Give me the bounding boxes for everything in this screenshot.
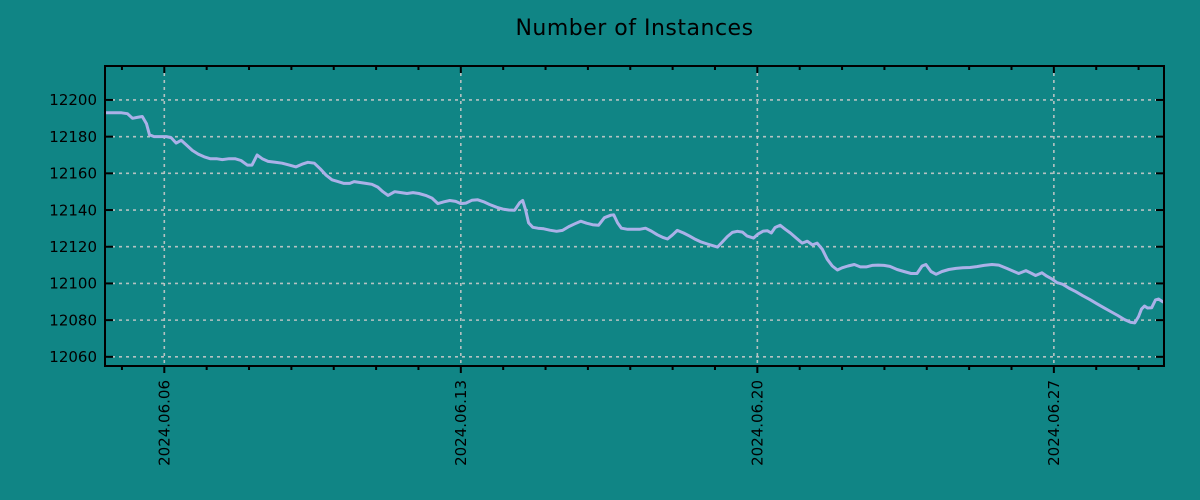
y-tick-label: 12140 bbox=[49, 201, 97, 219]
plot-border bbox=[104, 65, 1165, 367]
x-tick-label: 2024.06.13 bbox=[452, 380, 470, 466]
y-tick-label: 12120 bbox=[49, 238, 97, 256]
instances-line bbox=[103, 111, 1165, 325]
x-tick-label: 2024.06.06 bbox=[156, 380, 174, 466]
y-tick-label: 12200 bbox=[49, 91, 97, 109]
chart-title: Number of Instances bbox=[515, 16, 754, 41]
y-tick-label: 12180 bbox=[49, 128, 97, 146]
y-tick-label: 12100 bbox=[49, 275, 97, 293]
y-tick-label: 12060 bbox=[49, 348, 97, 366]
x-tick-label: 2024.06.27 bbox=[1045, 380, 1063, 466]
y-tick-label: 12080 bbox=[49, 311, 97, 329]
x-tick-label: 2024.06.20 bbox=[749, 380, 767, 466]
y-tick-label: 12160 bbox=[49, 165, 97, 183]
